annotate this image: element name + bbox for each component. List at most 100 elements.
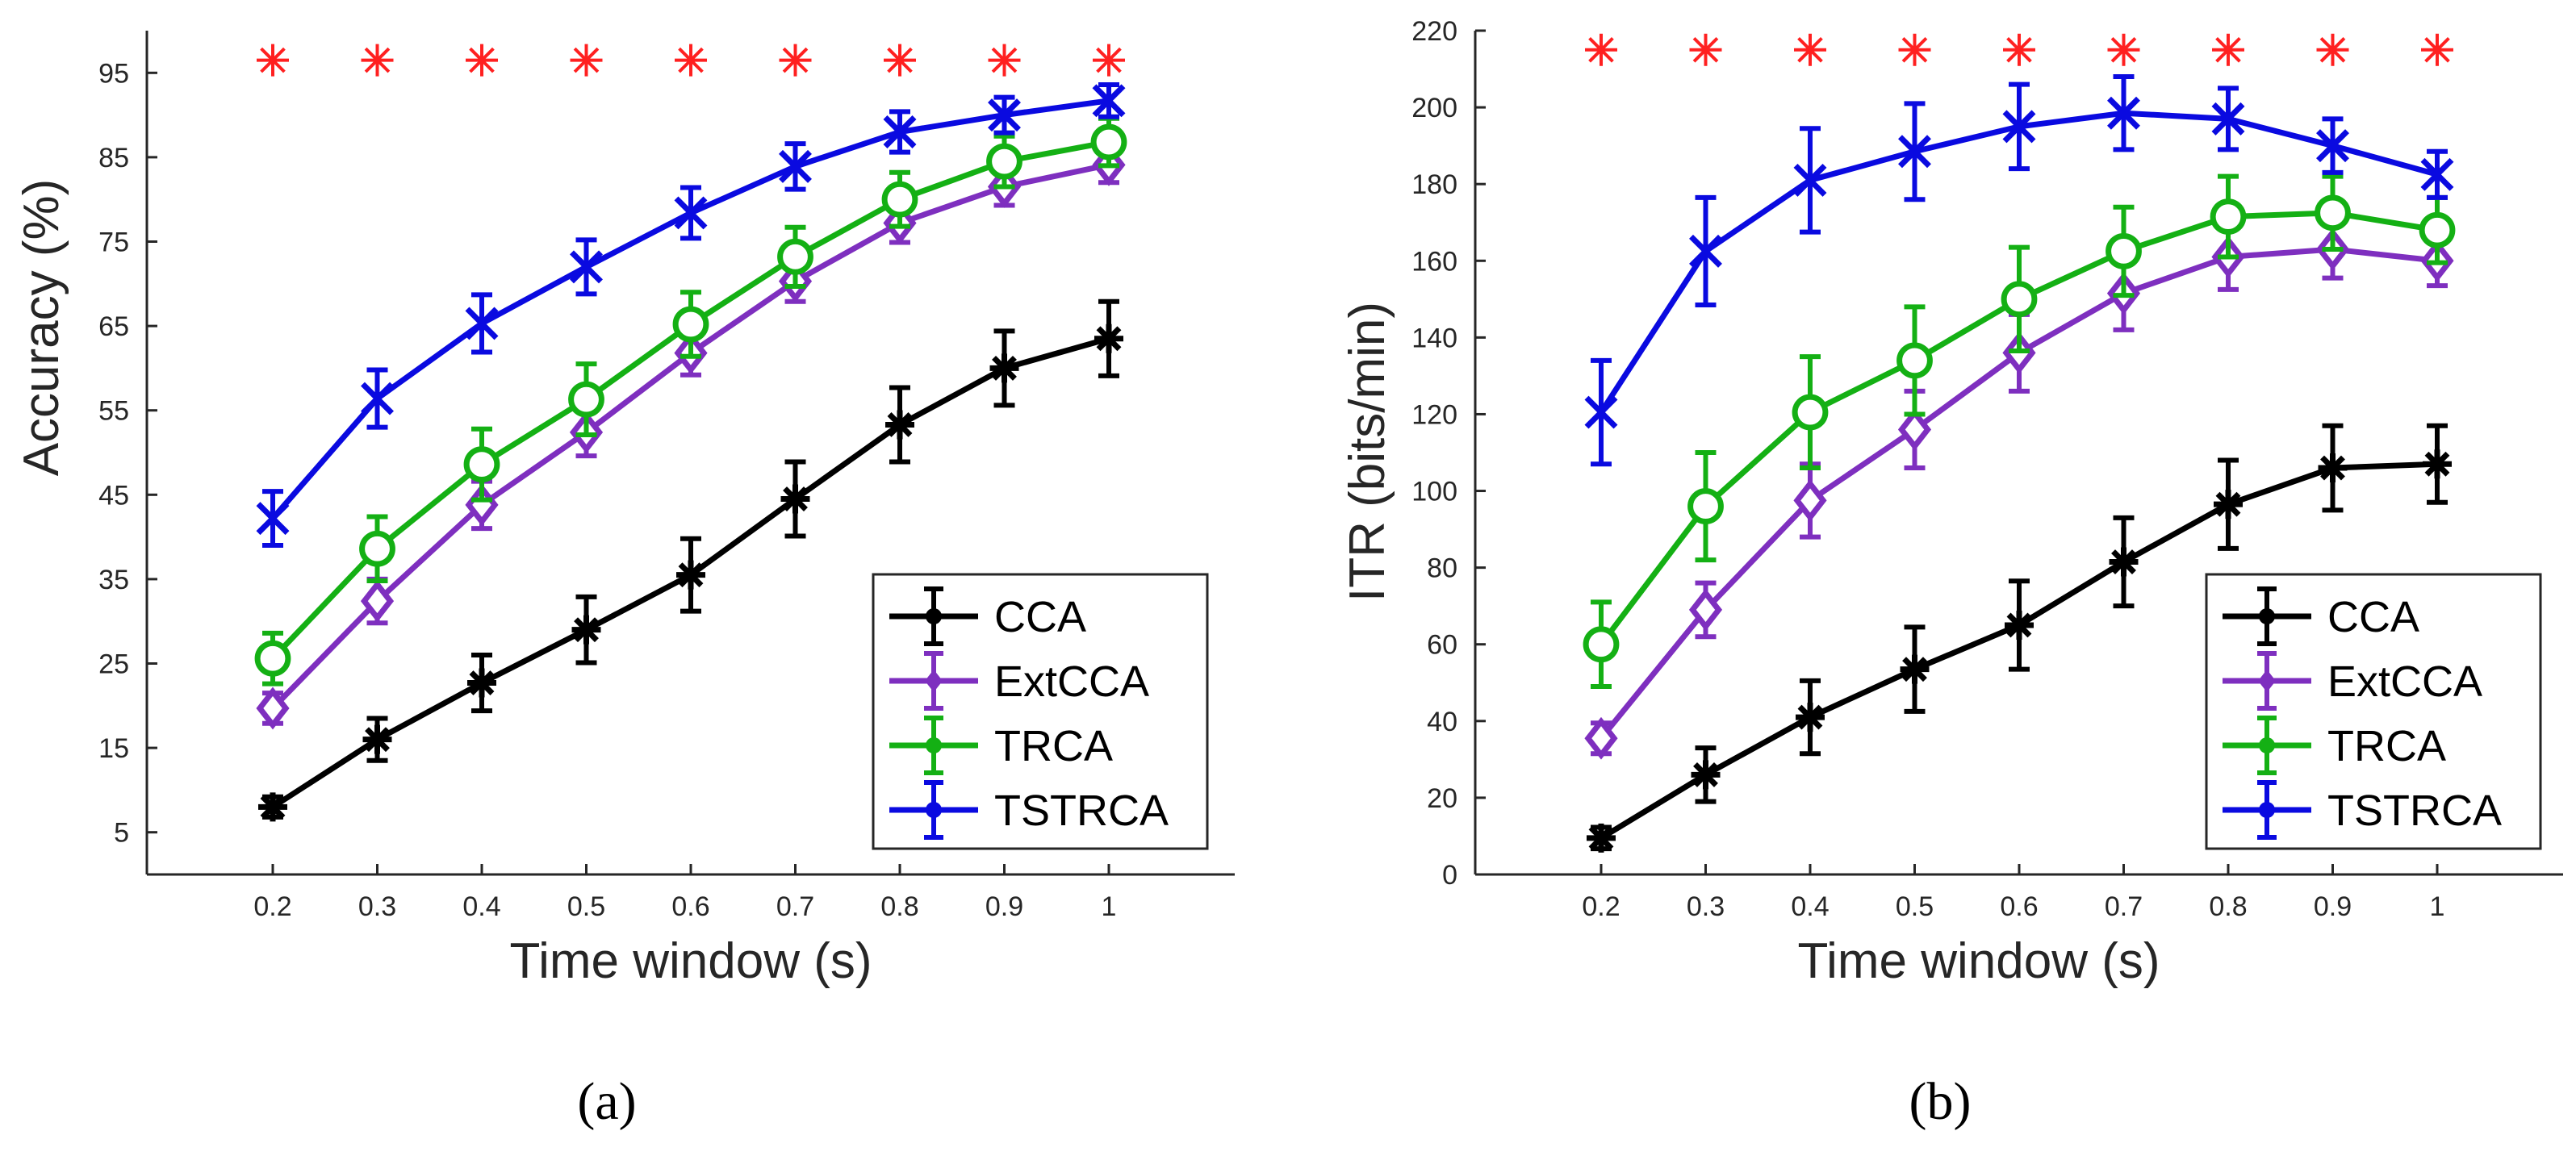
y-tick-label: 40 [1427,707,1457,737]
y-tick-label: 45 [98,480,129,511]
marker-x [2002,110,2036,144]
x-tick-label: 0.3 [1687,891,1725,922]
legend-label: ExtCCA [2327,657,2482,706]
marker-diamond [1584,716,1618,760]
marker-circle [359,530,395,567]
marker-x [1092,84,1126,118]
marker-x [256,502,290,536]
x-tick-label: 0.2 [1582,891,1620,922]
panel-label: (a) [577,1072,636,1131]
legend-marker [926,737,942,753]
marker-x [988,98,1021,132]
series-cca [1587,423,2452,853]
marker-circle [1583,626,1620,663]
marker-circle [2315,194,2351,232]
marker-x [779,149,812,183]
marker-circle [568,381,604,418]
marker-circle [2210,198,2247,235]
x-axis-label: Time window (s) [1798,933,2160,989]
x-tick-label: 0.9 [2314,891,2352,922]
marker-x [1689,234,1722,268]
marker-x [1793,163,1827,197]
x-tick-label: 0.2 [253,891,291,922]
x-tick-label: 1 [1102,891,1117,922]
y-tick-label: 0 [1442,860,1457,891]
marker-x [674,196,708,230]
marker-x [1898,135,1931,169]
y-axis-label: Accuracy (%) [14,179,69,477]
marker-circle [777,238,813,275]
marker-circle [2001,281,2038,318]
marker-x [361,382,394,415]
x-tick-label: 0.3 [358,891,396,922]
marker-x [570,250,603,284]
marker-circle [2106,232,2142,269]
series-tstrca [1584,74,2454,467]
y-tick-label: 35 [98,565,129,595]
marker-circle [2419,211,2456,248]
y-tick-label: 15 [98,733,129,764]
legend-label: TSTRCA [994,787,1169,835]
marker-diamond [256,687,290,730]
x-tick-label: 1 [2430,891,2445,922]
panel-b-chart: 0 20 40 60 80 100 120 140 160 180 200 220 0.2 0.3 0.4 0… [1340,16,2563,1131]
legend: CCA ExtCCA TRCA TSTRCA [2205,573,2542,850]
marker-circle [881,181,918,218]
y-tick-label: 20 [1427,783,1457,814]
y-axis-label: ITR (bits/min) [1340,302,1395,602]
marker-circle [1090,123,1127,161]
x-tick-label: 0.4 [462,891,500,922]
marker-circle [1687,488,1724,524]
panel-a-chart: 5 15 25 35 45 55 65 75 85 95 0.2 0.3 0.4 0.5 0.6 0.7 0.8… [14,31,1235,1131]
series-trca [1583,173,2456,690]
legend-marker [2259,802,2275,818]
x-tick-label: 0.9 [985,891,1023,922]
marker-x [2107,96,2140,130]
legend-label: ExtCCA [994,657,1149,706]
marker-x [465,307,499,340]
legend-marker [2258,670,2276,692]
marker-x [2211,102,2245,136]
y-tick-label: 200 [1411,93,1457,123]
marker-x [1584,395,1618,429]
x-tick-label: 0.6 [671,891,709,922]
legend-marker [926,802,942,818]
marker-x [2316,129,2349,163]
marker-circle [1896,342,1933,379]
x-tick-label: 0.6 [2000,891,2038,922]
y-tick-label: 85 [98,143,129,173]
legend-marker [2259,737,2275,753]
x-tick-label: 0.7 [776,891,814,922]
marker-circle [986,143,1022,180]
panel-label: (b) [1909,1072,1972,1131]
y-tick-label: 75 [98,227,129,258]
series-tstrca [256,81,1126,549]
x-tick-label: 0.8 [880,891,918,922]
marker-diamond [1897,408,1932,451]
y-tick-label: 140 [1411,323,1457,353]
x-tick-label: 0.7 [2105,891,2143,922]
marker-circle [1792,394,1829,431]
y-tick-label: 220 [1411,16,1457,47]
marker-x [883,115,917,148]
x-tick-label: 0.5 [1896,891,1934,922]
y-tick-label: 55 [98,396,129,427]
y-tick-label: 60 [1427,630,1457,661]
legend-label: CCA [994,593,1086,641]
legend-box [2205,573,2542,850]
legend: CCA ExtCCA TRCA TSTRCA [872,573,1209,850]
y-tick-label: 160 [1411,246,1457,277]
y-tick-label: 180 [1411,169,1457,200]
y-tick-label: 25 [98,649,129,680]
y-tick-label: 65 [98,311,129,342]
legend-marker [2259,608,2275,624]
legend-label: TSTRCA [2327,787,2502,835]
y-tick-label: 120 [1411,399,1457,430]
marker-diamond [1688,588,1723,632]
legend-label: TRCA [994,722,1113,770]
y-tick-label: 80 [1427,553,1457,584]
marker-circle [463,446,500,483]
y-tick-label: 100 [1411,477,1457,507]
